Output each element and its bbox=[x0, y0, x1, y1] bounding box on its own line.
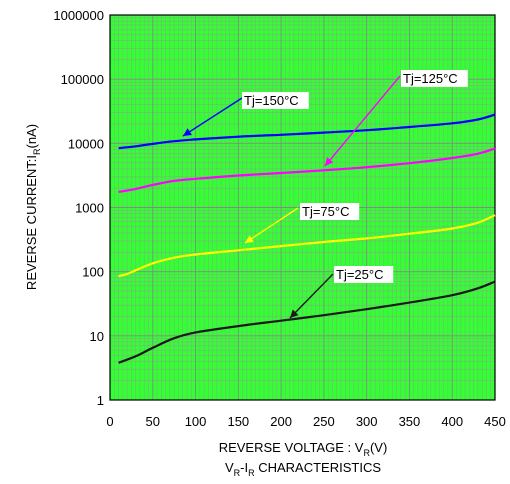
callout-arrowhead-4 bbox=[290, 309, 299, 318]
x-tick-label: 200 bbox=[270, 414, 292, 429]
series-line-2 bbox=[118, 147, 496, 193]
callout-line-2 bbox=[324, 75, 401, 167]
x-tick-label: 150 bbox=[227, 414, 249, 429]
x-tick-label: 450 bbox=[484, 414, 506, 429]
x-tick-label: 350 bbox=[399, 414, 421, 429]
callout-box-1 bbox=[242, 92, 309, 109]
callout-line-1 bbox=[182, 97, 243, 137]
x-axis-title-unit: (V) bbox=[370, 440, 387, 455]
x-axis-title-sub: R bbox=[363, 448, 370, 458]
callout-box-3 bbox=[300, 203, 360, 220]
x-tick-label: 250 bbox=[313, 414, 335, 429]
y-axis-title-sub: R bbox=[32, 148, 42, 155]
x-tick-label: 50 bbox=[146, 414, 160, 429]
annotation-layer: Tj=150°C Tj=125°C Tj=75°C Tj=25°C bbox=[182, 70, 468, 319]
x-tick-label: 100 bbox=[185, 414, 207, 429]
plot-frame bbox=[109, 14, 496, 401]
x-tick-label: 400 bbox=[441, 414, 463, 429]
subtitle-dash: -I bbox=[240, 460, 248, 475]
x-axis-title: REVERSE VOLTAGE : VR(V) bbox=[219, 440, 388, 458]
x-tick-labels: 0 50 100 150 200 250 300 350 400 450 bbox=[106, 414, 505, 429]
callout-arrowhead-1 bbox=[183, 128, 192, 136]
series-layer bbox=[118, 113, 496, 364]
x-axis-title-main: REVERSE VOLTAGE : V bbox=[219, 440, 364, 455]
y-axis-title-main: REVERSE CURRENT:I bbox=[24, 155, 39, 290]
subtitle-v: V bbox=[225, 460, 234, 475]
y-tick-label: 100000 bbox=[61, 72, 104, 87]
callout-arrowhead-2 bbox=[325, 157, 334, 166]
callout-label-2: Tj=125°C bbox=[403, 71, 458, 86]
subtitle-i-sub: R bbox=[248, 468, 255, 478]
series-line-1 bbox=[118, 113, 496, 150]
callout-label-1: Tj=150°C bbox=[244, 93, 299, 108]
y-tick-label: 10000 bbox=[68, 136, 104, 151]
callout-box-2 bbox=[401, 70, 468, 87]
subtitle-v-sub: R bbox=[234, 468, 241, 478]
callout-label-3: Tj=75°C bbox=[302, 204, 349, 219]
y-tick-label: 10 bbox=[90, 329, 104, 344]
y-axis-title-unit: (nA) bbox=[24, 124, 39, 149]
y-axis-title: REVERSE CURRENT:IR(nA) bbox=[24, 124, 42, 290]
callout-arrowhead-3 bbox=[245, 235, 254, 243]
series-line-4 bbox=[118, 280, 496, 364]
y-tick-label: 1 bbox=[97, 393, 104, 408]
subtitle-rest: CHARACTERISTICS bbox=[255, 460, 382, 475]
callout-label-4: Tj=25°C bbox=[336, 267, 383, 282]
y-tick-labels: 1 10 100 1000 10000 100000 1000000 bbox=[53, 8, 104, 408]
x-tick-label: 0 bbox=[106, 414, 113, 429]
y-tick-label: 100 bbox=[82, 265, 104, 280]
y-tick-label: 1000 bbox=[75, 201, 104, 216]
callout-line-3 bbox=[244, 207, 299, 244]
y-tick-label: 1000000 bbox=[53, 8, 104, 23]
chart-subtitle: VR-IR CHARACTERISTICS bbox=[225, 460, 381, 478]
callout-box-4 bbox=[334, 266, 394, 283]
x-tick-label: 300 bbox=[356, 414, 378, 429]
series-line-3 bbox=[118, 214, 496, 278]
callout-line-4 bbox=[289, 273, 334, 319]
